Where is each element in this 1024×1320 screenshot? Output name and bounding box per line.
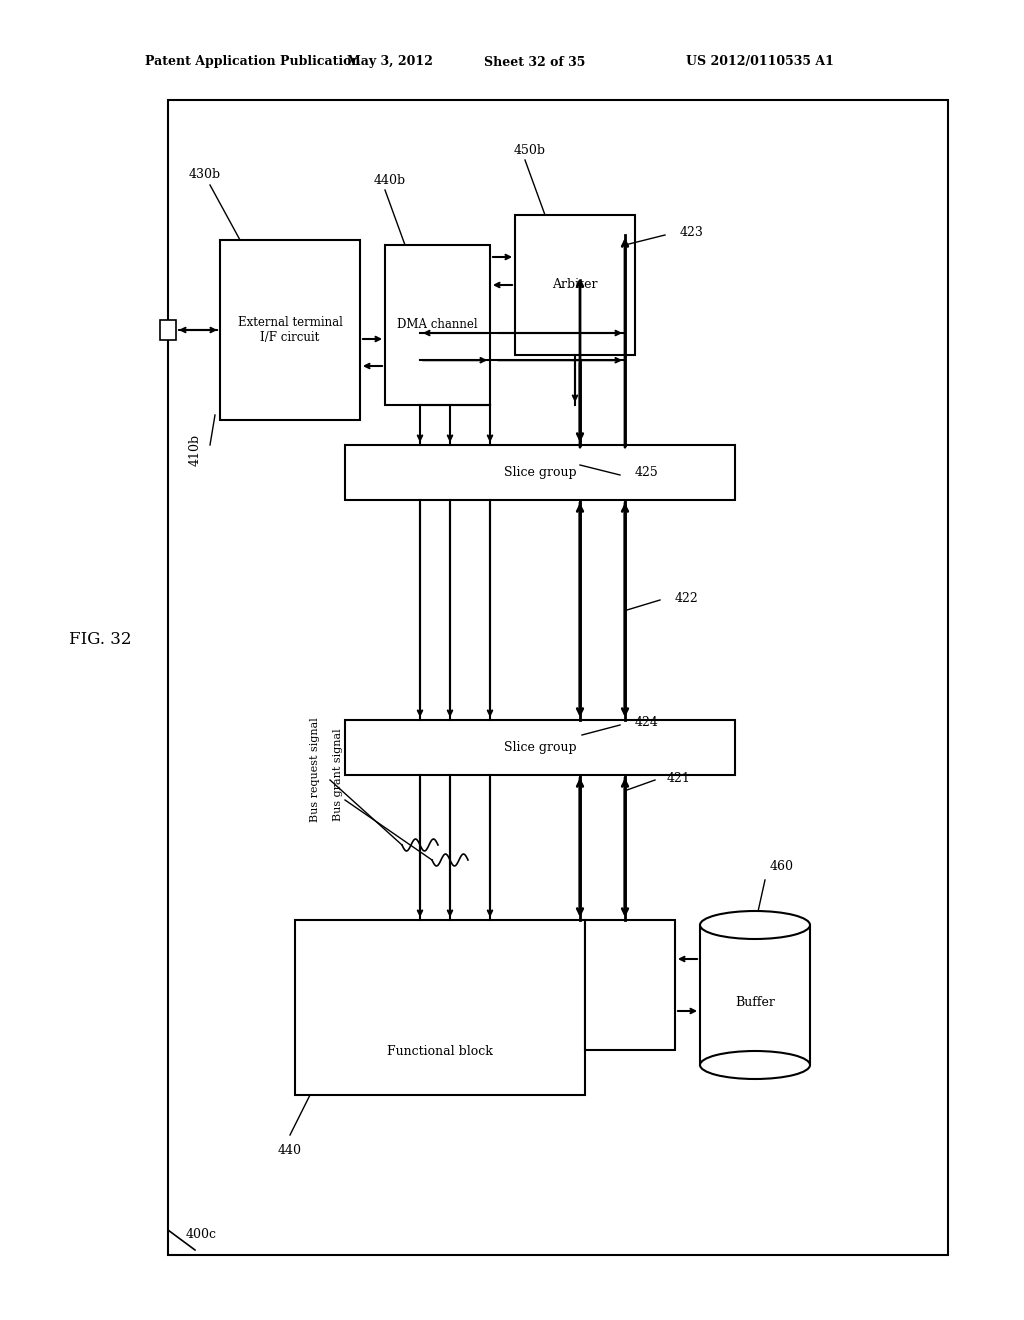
Bar <box>585 920 675 1049</box>
Bar <box>220 240 360 420</box>
Text: Bus request signal: Bus request signal <box>310 718 319 822</box>
Text: May 3, 2012: May 3, 2012 <box>347 55 433 69</box>
Ellipse shape <box>700 911 810 939</box>
Text: 450b: 450b <box>514 144 546 157</box>
Text: Slice group: Slice group <box>504 466 577 479</box>
Text: Functional block: Functional block <box>387 1044 493 1057</box>
Bar <box>385 246 490 405</box>
Bar <box>160 319 176 341</box>
Text: 423: 423 <box>680 227 703 239</box>
Bar <box>345 719 735 775</box>
Text: 400c: 400c <box>186 1229 217 1242</box>
Text: 421: 421 <box>667 771 691 784</box>
Text: Buffer: Buffer <box>735 997 775 1010</box>
Text: Bus grant signal: Bus grant signal <box>333 729 343 821</box>
Text: 440b: 440b <box>374 173 407 186</box>
Text: US 2012/0110535 A1: US 2012/0110535 A1 <box>686 55 834 69</box>
Bar <box>700 925 810 1065</box>
Text: 424: 424 <box>635 717 658 730</box>
Text: 440: 440 <box>278 1143 302 1156</box>
Text: 425: 425 <box>635 466 658 479</box>
Ellipse shape <box>700 1051 810 1078</box>
Text: Patent Application Publication: Patent Application Publication <box>145 55 360 69</box>
Text: 422: 422 <box>675 591 698 605</box>
Bar <box>515 215 635 355</box>
Text: DMA channel: DMA channel <box>397 318 478 331</box>
Text: FIG. 32: FIG. 32 <box>69 631 131 648</box>
Text: 460: 460 <box>770 861 794 874</box>
Bar <box>295 920 585 1096</box>
Text: Slice group: Slice group <box>504 741 577 754</box>
Text: 410b: 410b <box>188 434 202 466</box>
Text: External terminal
I/F circuit: External terminal I/F circuit <box>238 315 342 345</box>
Bar <box>168 100 948 1255</box>
Text: Sheet 32 of 35: Sheet 32 of 35 <box>484 55 586 69</box>
Bar <box>345 445 735 500</box>
Text: Arbiter: Arbiter <box>552 279 598 292</box>
Text: 430b: 430b <box>189 169 221 181</box>
